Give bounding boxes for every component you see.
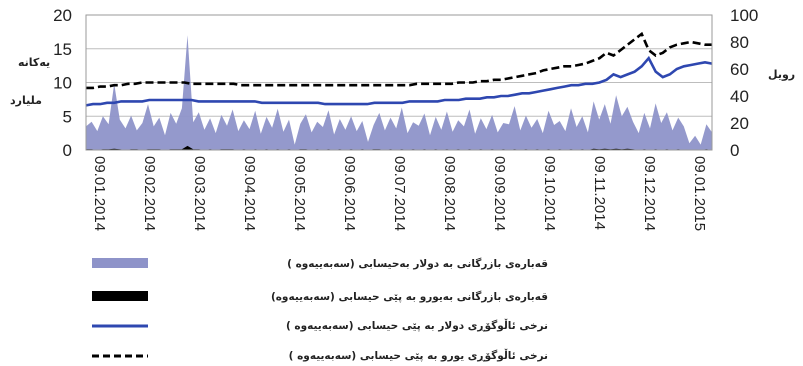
legend-swatch-usd-rate <box>92 324 148 328</box>
series-line-2 <box>85 55 713 107</box>
legend-label-eur-rate: نرخی ئاڵوگۆڕی یورو بە پێی حیسابی (سەبەیی… <box>288 350 548 362</box>
left-tick-label-1: 5 <box>63 107 72 126</box>
left-axis-label-top: یەکانە <box>18 56 50 69</box>
left-tick-label-0: 0 <box>63 141 72 160</box>
x-tick-label-4: 09.05.2014 <box>291 156 308 231</box>
x-tick-label-3: 09.04.2014 <box>241 156 258 231</box>
plot-area: 0 5 10 15 20 0 20 40 60 80 100 09.01.2014 09.02.2014… <box>53 6 758 231</box>
x-tick-label-8: 09.09.2014 <box>491 156 508 231</box>
x-tick-label-10: 09.11.2014 <box>591 156 608 230</box>
right-axis-label: رویل <box>768 68 795 81</box>
x-tick-label-7: 09.08.2014 <box>441 156 458 231</box>
legend-label-usd-rate: نرخی ئاڵوگۆڕی دولار بە پێی حیسابی (سەبەی… <box>285 320 548 332</box>
series-line-3 <box>86 31 712 90</box>
legend-swatch-eur-rate <box>92 354 148 358</box>
legend-swatch-eur-volume <box>92 291 148 301</box>
right-tick-label-5: 100 <box>730 6 758 25</box>
series-area-0 <box>86 35 712 150</box>
plot-frame <box>85 14 713 151</box>
x-tick-label-12: 09.01.2015 <box>691 156 708 231</box>
x-tick-label-6: 09.07.2014 <box>391 156 408 231</box>
legend-item-eur-rate: نرخی ئاڵوگۆڕی یورو بە پێی حیسابی (سەبەیی… <box>90 346 560 366</box>
legend-item-eur-volume: قەبارەی بازرگانی بەیورو بە پێی حیسابی (س… <box>90 287 560 307</box>
legend-item-usd-volume: قەبارەی بازرگانی بە دولار بەحیسابی (سەبە… <box>90 254 560 274</box>
legend-item-usd-rate: نرخی ئاڵوگۆڕی دولار بە پێی حیسابی (سەبەی… <box>90 316 560 336</box>
right-tick-label-2: 40 <box>730 87 749 106</box>
x-tick-label-11: 09.12.2014 <box>641 156 658 231</box>
legend-label-usd-volume: قەبارەی بازرگانی بە دولار بەحیسابی (سەبە… <box>287 258 548 270</box>
right-tick-label-3: 60 <box>730 60 749 79</box>
right-tick-label-4: 80 <box>730 33 749 52</box>
left-tick-label-2: 10 <box>53 74 72 93</box>
legend-swatch-usd-volume <box>92 258 148 268</box>
right-tick-label-1: 20 <box>730 114 749 133</box>
x-tick-label-2: 09.03.2014 <box>191 156 208 231</box>
left-axis-label-bottom: ملیارد <box>10 94 42 107</box>
x-tick-label-5: 09.06.2014 <box>341 156 358 231</box>
x-tick-label-9: 09.10.2014 <box>541 156 558 231</box>
left-tick-label-4: 20 <box>53 6 72 25</box>
right-tick-label-0: 0 <box>730 141 739 160</box>
left-tick-label-3: 15 <box>53 40 72 59</box>
x-tick-label-1: 09.02.2014 <box>141 156 158 231</box>
x-tick-label-0: 09.01.2014 <box>91 156 108 231</box>
legend-label-eur-volume: قەبارەی بازرگانی بەیورو بە پێی حیسابی (س… <box>270 291 548 303</box>
